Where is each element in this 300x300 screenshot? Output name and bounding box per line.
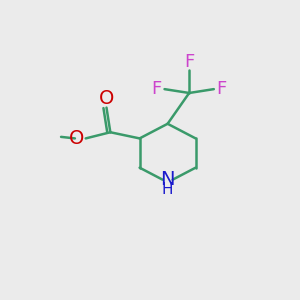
Text: N: N <box>160 170 175 190</box>
Text: H: H <box>162 182 173 197</box>
Text: F: F <box>184 53 194 71</box>
Text: F: F <box>216 80 226 98</box>
Text: O: O <box>99 89 114 108</box>
Text: F: F <box>152 80 162 98</box>
Text: O: O <box>69 129 84 148</box>
